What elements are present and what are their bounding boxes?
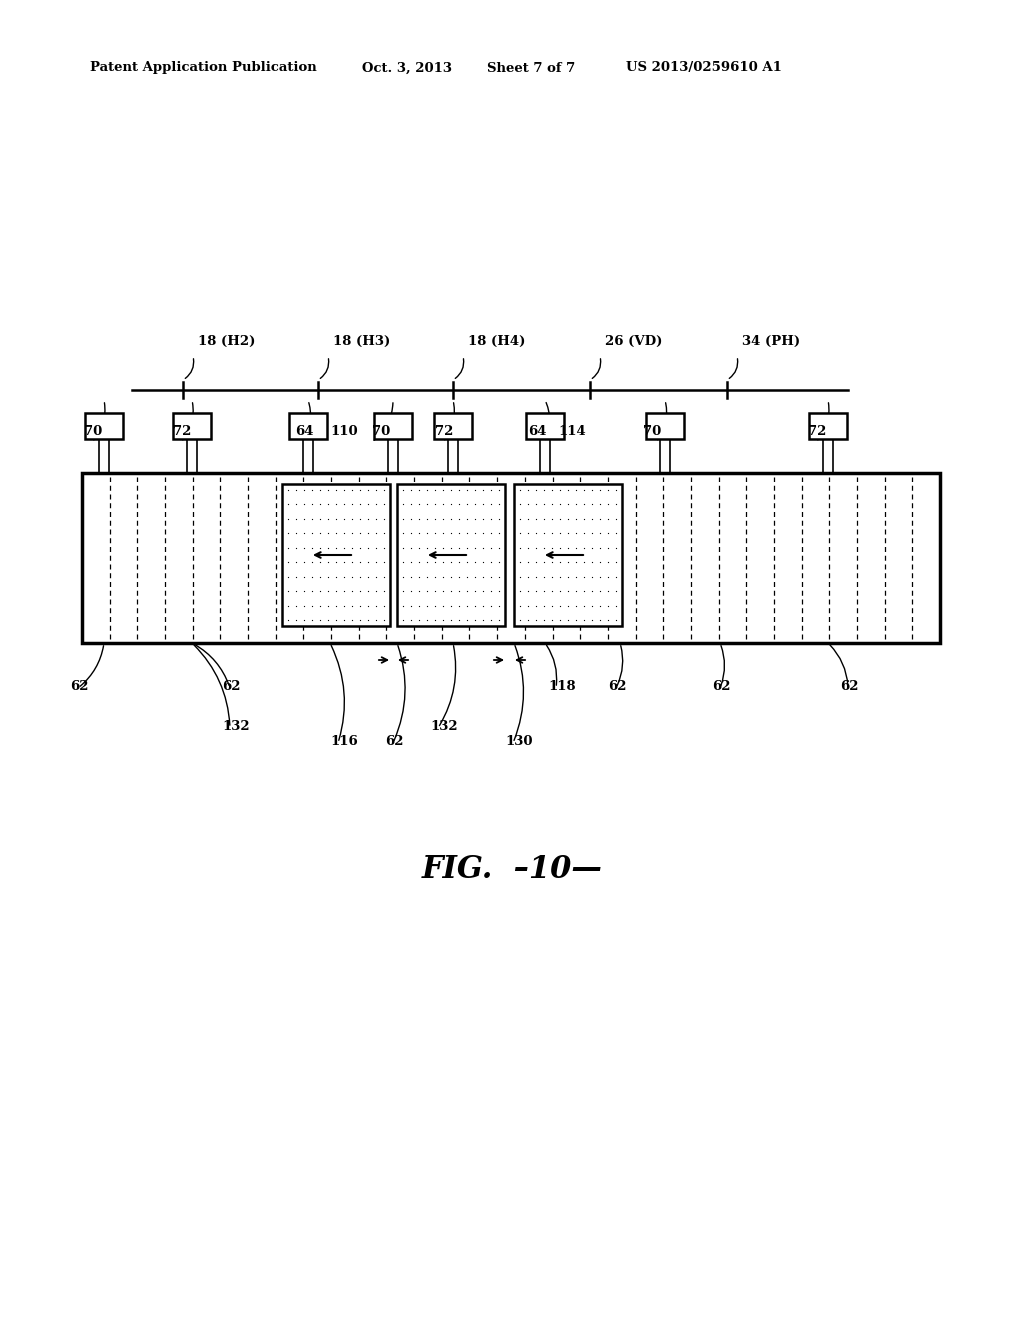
Text: 62: 62 (385, 735, 403, 748)
Text: 64: 64 (528, 425, 547, 438)
Text: 62: 62 (712, 680, 730, 693)
Bar (173, 413, 211, 440)
Text: 114: 114 (558, 425, 586, 438)
Text: 34 (PH): 34 (PH) (742, 335, 800, 348)
Text: FIG.  –10—: FIG. –10— (422, 854, 602, 886)
Text: 62: 62 (222, 680, 241, 693)
Text: 116: 116 (330, 735, 357, 748)
Text: 70: 70 (84, 425, 102, 438)
Text: 72: 72 (173, 425, 191, 438)
Text: 110: 110 (330, 425, 357, 438)
Bar (289, 413, 327, 440)
Bar (82, 473, 940, 643)
Text: 132: 132 (430, 719, 458, 733)
Bar (809, 413, 847, 440)
Bar (85, 413, 123, 440)
Bar (282, 484, 390, 626)
Bar (434, 413, 472, 440)
Text: Sheet 7 of 7: Sheet 7 of 7 (487, 62, 575, 74)
Text: 26 (VD): 26 (VD) (605, 335, 663, 348)
Text: 62: 62 (70, 680, 88, 693)
Text: 18 (H4): 18 (H4) (468, 335, 525, 348)
Text: 64: 64 (295, 425, 313, 438)
Text: 18 (H2): 18 (H2) (198, 335, 255, 348)
Text: 18 (H3): 18 (H3) (333, 335, 390, 348)
Text: 62: 62 (840, 680, 858, 693)
Text: 72: 72 (435, 425, 454, 438)
Text: Patent Application Publication: Patent Application Publication (90, 62, 316, 74)
Text: 62: 62 (608, 680, 627, 693)
Bar (526, 413, 564, 440)
Text: 70: 70 (643, 425, 662, 438)
Text: 132: 132 (222, 719, 250, 733)
Text: Oct. 3, 2013: Oct. 3, 2013 (362, 62, 452, 74)
Text: 72: 72 (808, 425, 826, 438)
Text: 118: 118 (548, 680, 575, 693)
Bar (397, 484, 505, 626)
Text: US 2013/0259610 A1: US 2013/0259610 A1 (626, 62, 782, 74)
Bar (514, 484, 622, 626)
Bar (646, 413, 684, 440)
Text: 70: 70 (372, 425, 390, 438)
Bar (374, 413, 412, 440)
Text: 130: 130 (505, 735, 532, 748)
